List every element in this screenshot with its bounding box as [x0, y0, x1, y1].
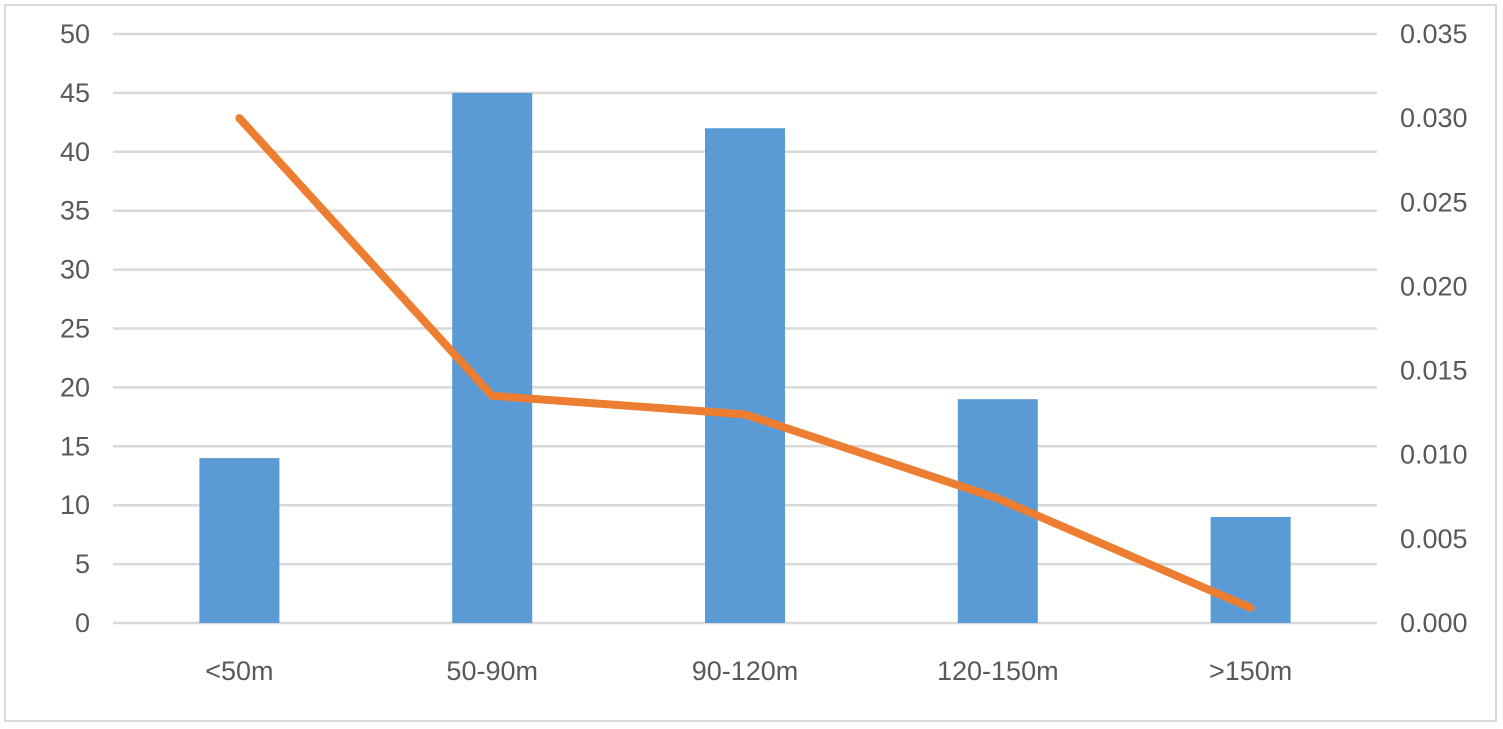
x-tick-label: 90-120m	[692, 656, 799, 686]
left-tick-label: 20	[60, 372, 90, 402]
right-tick-label: 0.025	[1400, 187, 1468, 217]
bar-series	[199, 92, 1291, 624]
left-tick-label: 35	[60, 196, 90, 226]
left-tick-label: 25	[60, 314, 90, 344]
chart-frame	[4, 4, 1497, 722]
left-tick-label: 10	[60, 490, 90, 520]
line-series	[235, 114, 1255, 612]
right-tick-label: 0.035	[1400, 19, 1468, 49]
left-tick-label: 5	[75, 549, 90, 579]
x-tick-label: <50m	[205, 656, 273, 686]
right-tick-label: 0.030	[1400, 103, 1468, 133]
left-tick-label: 45	[60, 78, 90, 108]
right-tick-label: 0.010	[1400, 440, 1468, 470]
x-tick-label: >150m	[1209, 656, 1292, 686]
left-tick-label: 40	[60, 137, 90, 167]
x-tick-label: 120-150m	[937, 656, 1059, 686]
left-tick-label: 0	[75, 608, 90, 638]
left-tick-label: 50	[60, 19, 90, 49]
bar	[705, 128, 785, 624]
right-axis-ticks: 0.000 0.005 0.010 0.015 0.020 0.025 0.030 0.035	[1400, 19, 1468, 638]
x-axis-ticks: <50m 50-90m 90-120m 120-150m >150m	[205, 656, 1292, 686]
x-tick-label: 50-90m	[446, 656, 538, 686]
bar	[199, 458, 280, 623]
left-tick-label: 15	[60, 431, 90, 461]
left-axis-ticks: 0 5 10 15 20 25 30 35 40 45 50	[60, 19, 90, 638]
left-tick-label: 30	[60, 255, 90, 285]
bar	[452, 92, 533, 623]
right-tick-label: 0.005	[1400, 524, 1468, 554]
right-tick-label: 0.000	[1400, 608, 1468, 638]
right-tick-label: 0.015	[1400, 356, 1468, 386]
right-tick-label: 0.020	[1400, 271, 1468, 301]
